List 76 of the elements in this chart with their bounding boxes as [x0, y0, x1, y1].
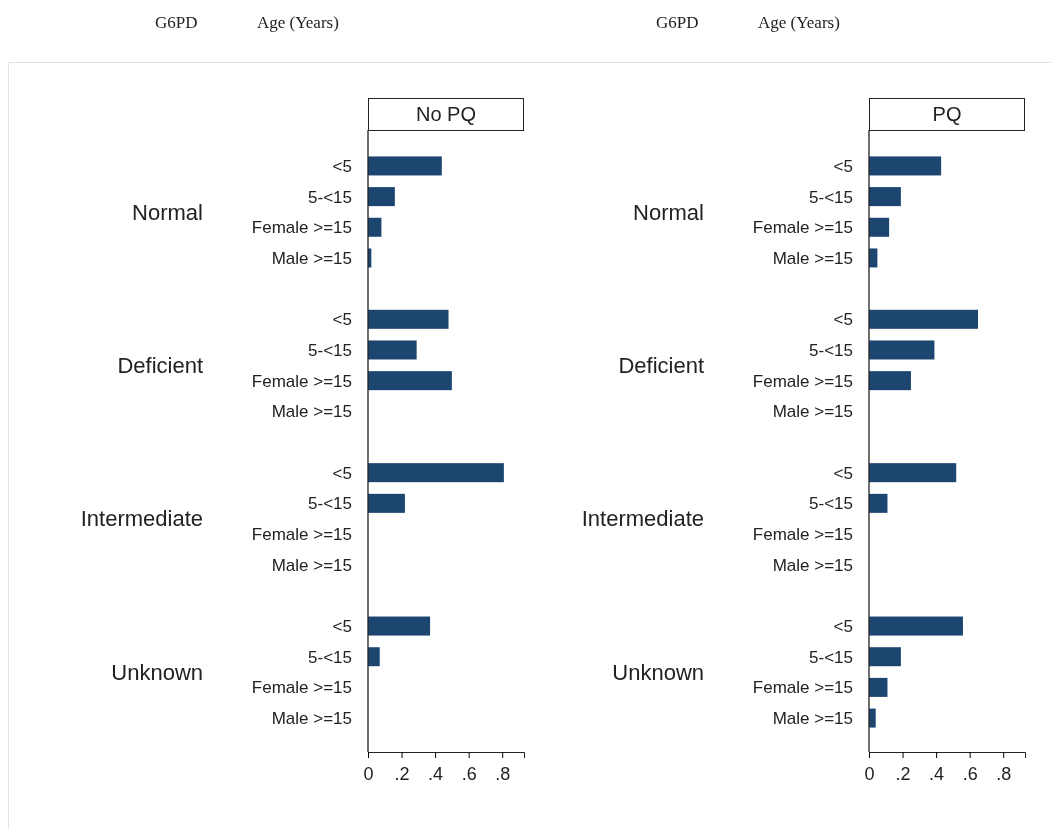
text: Unknown [111, 659, 203, 685]
y-tick-label: <5 [332, 463, 352, 483]
y-axis-title: Age (Years) [758, 13, 840, 32]
y-tick-label: Female >=15 [752, 524, 853, 544]
x-tick-label: .6 [962, 763, 978, 784]
text: Unknown [612, 659, 704, 685]
text: G6PD [155, 13, 198, 32]
bar [368, 371, 452, 391]
bar [368, 493, 405, 513]
y-tick-label: Male >=15 [271, 248, 352, 268]
text: Normal [633, 199, 704, 225]
bar [869, 647, 901, 667]
bar [869, 187, 901, 207]
bar [368, 616, 431, 636]
text: G6PD [656, 13, 699, 32]
y-tick-label: Female >=15 [752, 218, 853, 238]
x-tick-label: .4 [929, 763, 945, 784]
bar [869, 371, 911, 391]
y-tick-label: Female >=15 [752, 678, 853, 698]
y-tick-label: Female >=15 [752, 371, 853, 391]
y-tick-label: Male >=15 [772, 248, 853, 268]
y-tick-label: 5-<15 [308, 187, 352, 207]
chart-title: PQ [932, 103, 962, 125]
y-tick-label: Female >=15 [251, 218, 352, 238]
x-tick-label: .6 [461, 763, 477, 784]
x-tick-label: .8 [495, 763, 511, 784]
y-tick-label: <5 [332, 310, 352, 330]
y-tick-label: Male >=15 [772, 555, 853, 575]
x-tick-label: .2 [394, 763, 410, 784]
chart-title: No PQ [415, 103, 477, 125]
y-tick-label: 5-<15 [809, 647, 853, 667]
text: Normal [132, 199, 203, 225]
y-tick-label: Female >=15 [251, 678, 352, 698]
y-tick-label: 5-<15 [809, 187, 853, 207]
y-tick-label: <5 [833, 310, 853, 330]
y-tick-label: <5 [833, 616, 853, 636]
y-tick-label: <5 [332, 616, 352, 636]
x-tick-label: 0 [363, 763, 374, 784]
y-tick-label: Male >=15 [271, 402, 352, 422]
bar [869, 156, 942, 176]
y-tick-label: Male >=15 [271, 709, 352, 729]
text: Intermediate [80, 506, 203, 532]
y-tick-label: 5-<15 [809, 494, 853, 514]
y-tick-label: Male >=15 [271, 555, 352, 575]
y-tick-label: 5-<15 [809, 340, 853, 360]
x-tick-label: .8 [996, 763, 1012, 784]
text: Deficient [618, 353, 704, 379]
bar [869, 677, 888, 697]
text: Deficient [117, 353, 203, 379]
bar [368, 463, 504, 483]
bar [869, 309, 979, 329]
y-axis-title: Age (Years) [257, 13, 339, 32]
bar [869, 340, 935, 360]
bar [368, 340, 417, 360]
bar [368, 187, 395, 207]
x-tick-label: .4 [428, 763, 444, 784]
text: Intermediate [581, 506, 704, 532]
y-tick-label: Male >=15 [772, 709, 853, 729]
bar [869, 217, 890, 237]
x-tick-label: .2 [895, 763, 911, 784]
y-tick-label: <5 [833, 156, 853, 176]
y-tick-label: Female >=15 [251, 371, 352, 391]
bar [869, 493, 888, 513]
bar [368, 309, 449, 329]
y-tick-label: <5 [332, 156, 352, 176]
bar [869, 463, 957, 483]
y-tick-label: 5-<15 [308, 494, 352, 514]
bar [368, 156, 442, 176]
y-tick-label: Male >=15 [772, 402, 853, 422]
y-tick-label: 5-<15 [308, 340, 352, 360]
x-tick-label: 0 [864, 763, 875, 784]
y-tick-label: <5 [833, 463, 853, 483]
y-tick-label: Female >=15 [251, 524, 352, 544]
y-tick-label: 5-<15 [308, 647, 352, 667]
bar [869, 616, 963, 636]
bar [368, 647, 380, 667]
